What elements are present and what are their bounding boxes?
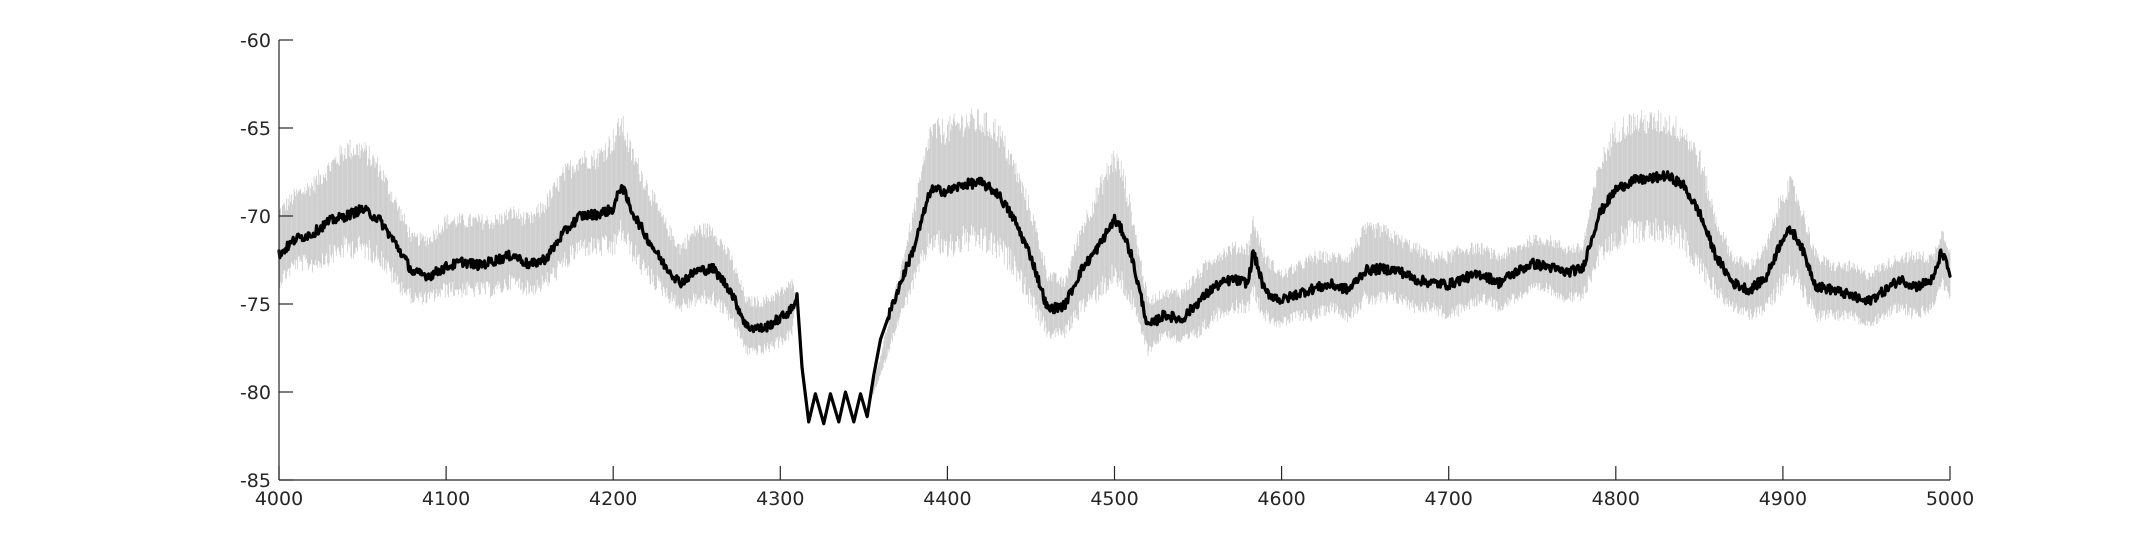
x-tick-label: 4400 [923,488,971,510]
x-tick-label: 4200 [589,488,637,510]
y-axis-ticks: -60 -65 -70 -75 -80 -85 [240,30,293,492]
x-tick-label: 4900 [1759,488,1807,510]
x-tick-label: 4300 [756,488,804,510]
x-tick-label: 4100 [422,488,470,510]
x-tick-label: 4700 [1425,488,1473,510]
y-tick-label: -65 [240,118,271,140]
x-tick-label: 4800 [1592,488,1640,510]
mean-line-layer [277,170,1952,426]
y-tick-label: -85 [240,470,271,492]
y-tick-label: -80 [240,382,271,404]
x-tick-label: 4600 [1257,488,1305,510]
x-tick-label: 5000 [1926,488,1974,510]
x-tick-label: 4000 [255,488,303,510]
mean-line [277,170,1952,426]
x-tick-label: 4500 [1090,488,1138,510]
variability-band [278,108,1951,410]
y-tick-label: -70 [240,206,271,228]
x-axis-ticks: 4000 4100 4200 4300 4400 4500 4600 4700 4800 4900… [255,466,1974,510]
y-tick-label: -75 [240,294,271,316]
variability-band-layer [278,108,1951,410]
y-tick-label: -60 [240,30,271,52]
